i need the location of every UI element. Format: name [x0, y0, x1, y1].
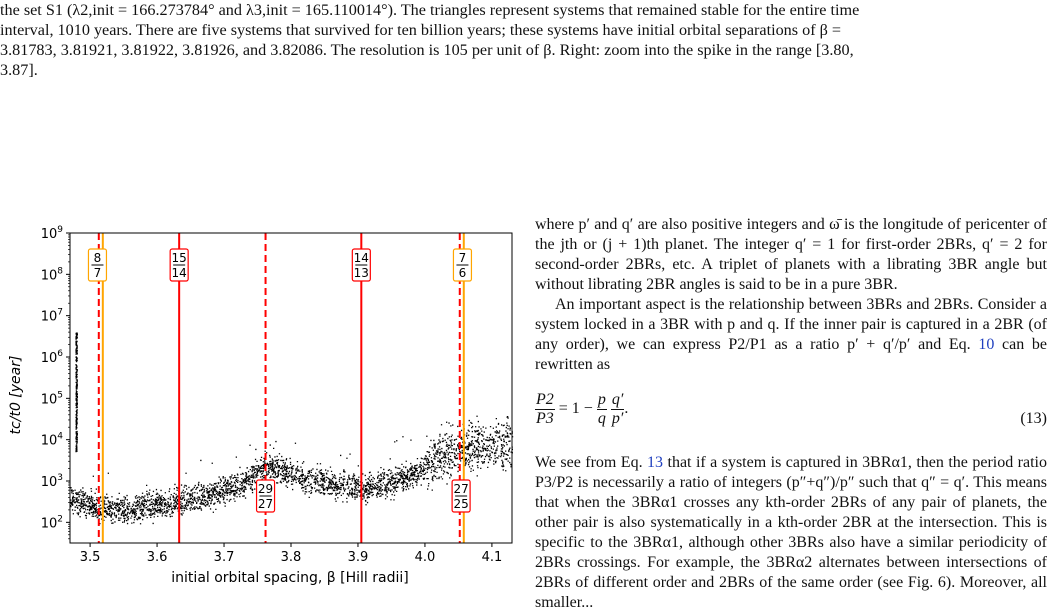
y-tick-label: 107 — [41, 308, 63, 325]
equation-ref-link[interactable]: 10 — [978, 336, 995, 353]
resonance-label-den: 14 — [172, 266, 187, 280]
resonance-label-den: 6 — [459, 266, 467, 280]
eq-lhs-num: P2 — [535, 391, 555, 410]
y-tick-label: 103 — [41, 473, 63, 490]
resonance-label-den: 13 — [354, 266, 369, 280]
eq-lhs-den: P3 — [536, 410, 554, 427]
resonance-label-num: 29 — [258, 482, 273, 496]
resonance-label-den: 27 — [258, 497, 273, 511]
caption-line-4: 3.87]. — [0, 61, 38, 79]
eq-qp: q′ — [610, 391, 625, 410]
x-tick-label: 3.7 — [214, 550, 235, 565]
y-tick-label: 105 — [41, 390, 63, 407]
equation-number: (13) — [1020, 410, 1047, 427]
y-tick-label: 109 — [41, 225, 64, 242]
caption-line-2: interval, 1010 years. There are five sys… — [0, 21, 842, 39]
equation-ref-link-2[interactable]: 13 — [647, 454, 664, 471]
y-tick-label: 104 — [41, 432, 64, 449]
paragraph-2-text: An important aspect is the relationship … — [535, 296, 1047, 353]
paragraph-2-tail: can be rewritten as — [535, 336, 1047, 373]
paragraph-3-text: We see from Eq. — [535, 454, 648, 471]
paragraph-3: We see from Eq. 13 that if a system is c… — [535, 453, 1047, 613]
resonance-label-num: 8 — [94, 251, 102, 265]
scatter-points — [70, 332, 514, 525]
resonance-label-num: 7 — [459, 251, 467, 265]
x-tick-label: 3.5 — [80, 550, 101, 565]
resonance-label-num: 14 — [354, 251, 369, 265]
eq-q: q — [597, 410, 606, 427]
x-axis-label: initial orbital spacing, β [Hill radii] — [171, 570, 408, 586]
y-tick-label: 106 — [41, 349, 64, 366]
resonance-label-num: 27 — [453, 482, 468, 496]
figure-caption: the set S1 (λ2,init = 166.273784° and λ3… — [0, 0, 1050, 80]
x-tick-label: 4.0 — [415, 550, 436, 565]
eq-p: p — [596, 391, 607, 410]
y-tick-label: 108 — [41, 266, 64, 283]
body-text-column: where p′ and q′ are also positive intege… — [535, 215, 1047, 613]
resonance-label-den: 25 — [453, 497, 468, 511]
x-tick-label: 3.8 — [281, 550, 302, 565]
y-tick-label: 102 — [41, 514, 63, 531]
y-axis-label: tc/t0 [year] — [8, 356, 24, 435]
resonance-label-num: 15 — [172, 251, 187, 265]
x-tick-label: 4.1 — [482, 550, 503, 565]
caption-line-1: the set S1 (λ2,init = 166.273784° and λ3… — [0, 1, 860, 19]
caption-line-3: 3.81783, 3.81921, 3.81922, 3.81926, and … — [0, 41, 854, 59]
resonance-label-3: 76 — [452, 248, 473, 282]
resonance-label-0: 87 — [87, 248, 108, 282]
stability-time-figure: 8 7 15 14 14 13 7 6 29 27 27 25 3.5 3.6 3.7 3.8 3.9 4.0 4… — [0, 225, 525, 597]
eq-qp-fraction: q′ p′ — [610, 391, 625, 428]
eq-mid: = 1 − — [554, 400, 597, 418]
x-tick-label: 3.9 — [348, 550, 369, 565]
eq-end: . — [624, 400, 629, 418]
resonance-label-den: 7 — [94, 266, 102, 280]
eq-pp: p′ — [611, 410, 624, 427]
paragraph-1: where p′ and q′ are also positive intege… — [535, 216, 1047, 293]
paragraph-3-tail: that if a system is captured in 3BRα1, t… — [535, 454, 1047, 611]
eq-lhs-fraction: P2 P3 — [535, 391, 555, 428]
paragraph-2: An important aspect is the relationship … — [535, 295, 1047, 375]
x-tick-label: 3.6 — [147, 550, 168, 565]
plot-frame — [69, 232, 513, 544]
